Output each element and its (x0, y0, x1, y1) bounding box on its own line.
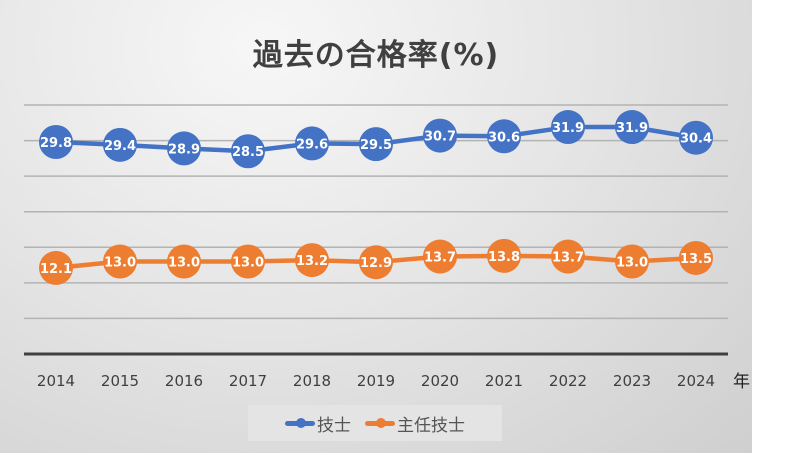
data-point[interactable] (231, 244, 265, 279)
data-point[interactable] (231, 134, 265, 169)
data-label: 12.1 (40, 262, 72, 277)
data-label: 13.0 (232, 256, 264, 271)
data-label: 30.7 (424, 130, 456, 145)
data-point[interactable] (359, 127, 393, 162)
data-label: 29.6 (296, 137, 328, 152)
chart-area: 過去の合格率(%) 2014 2015 2016 2017 2018 2019 2020 20… (0, 0, 752, 453)
x-tick-labels: 2014 2015 2016 2017 2018 2019 2020 2021 2022 2023… (37, 372, 715, 390)
series-layer: 29.8 29.4 28.9 28.5 29.6 29.5 30.7 30.6 31.9 31.9… (39, 110, 713, 285)
plot-area: 2014 2015 2016 2017 2018 2019 2020 2021 2022 2023… (24, 104, 750, 392)
legend-label-gishi: 技士 (317, 415, 351, 436)
data-point[interactable] (679, 240, 713, 275)
data-label: 28.5 (232, 145, 264, 160)
series-gishi: 29.8 29.4 28.9 28.5 29.6 29.5 30.7 30.6 31.9 31.9… (39, 110, 713, 169)
data-point[interactable] (295, 243, 329, 278)
x-axis-unit-label: 年 (733, 372, 750, 392)
data-point[interactable] (423, 239, 457, 274)
x-tick-label: 2019 (357, 372, 395, 390)
x-tick-label: 2023 (613, 372, 651, 390)
data-label: 31.9 (616, 121, 648, 136)
x-tick-label: 2015 (101, 372, 139, 390)
data-point[interactable] (487, 238, 521, 273)
legend-swatch-shunin-gishi-icon (365, 417, 395, 428)
data-label: 13.0 (104, 256, 136, 271)
data-point[interactable] (551, 110, 585, 145)
legend-swatch-gishi-icon (285, 417, 315, 428)
data-label: 13.0 (168, 256, 200, 271)
data-point[interactable] (39, 124, 73, 159)
data-point[interactable] (615, 110, 649, 145)
data-label: 31.9 (552, 121, 584, 136)
data-label: 13.0 (616, 256, 648, 271)
data-point[interactable] (359, 245, 393, 280)
x-tick-label: 2016 (165, 372, 203, 390)
data-label: 13.5 (680, 252, 712, 267)
x-tick-label: 2018 (293, 372, 331, 390)
x-tick-label: 2020 (421, 372, 459, 390)
x-tick-label: 2024 (677, 372, 715, 390)
chart-title: 過去の合格率(%) (252, 38, 500, 73)
x-tick-label: 2014 (37, 372, 75, 390)
data-point[interactable] (679, 120, 713, 155)
data-point[interactable] (103, 127, 137, 162)
data-label: 13.8 (488, 250, 520, 265)
data-point[interactable] (167, 244, 201, 279)
data-label: 30.6 (488, 130, 520, 145)
data-label: 12.9 (360, 256, 392, 271)
data-point[interactable] (551, 239, 585, 274)
data-point[interactable] (167, 131, 201, 166)
legend-item-shunin-gishi[interactable]: 主任技士 (365, 411, 465, 436)
data-label: 13.2 (296, 254, 328, 269)
data-label: 29.5 (360, 138, 392, 153)
data-point[interactable] (423, 118, 457, 153)
series-shunin-gishi: 12.1 13.0 13.0 13.0 13.2 12.9 13.7 13.8 13.7 13.0… (39, 238, 713, 285)
data-point[interactable] (487, 119, 521, 154)
data-label: 29.8 (40, 136, 72, 151)
data-label: 13.7 (552, 251, 584, 266)
x-tick-label: 2017 (229, 372, 267, 390)
data-point[interactable] (103, 244, 137, 279)
data-label: 29.4 (104, 139, 136, 154)
data-point[interactable] (615, 244, 649, 279)
data-point[interactable] (295, 126, 329, 161)
data-label: 28.9 (168, 142, 200, 157)
legend: 技士 主任技士 (248, 405, 502, 441)
x-tick-label: 2021 (485, 372, 523, 390)
data-label: 30.4 (680, 132, 712, 147)
legend-label-shunin-gishi: 主任技士 (397, 415, 465, 436)
x-tick-label: 2022 (549, 372, 587, 390)
data-point[interactable] (39, 250, 73, 285)
legend-item-gishi[interactable]: 技士 (285, 411, 351, 436)
data-label: 13.7 (424, 251, 456, 266)
